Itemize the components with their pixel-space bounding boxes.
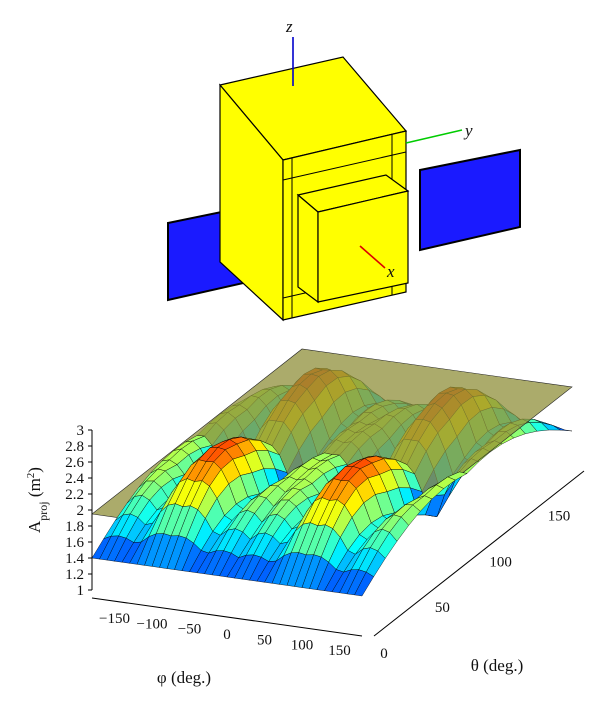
z-tick-label: 2.6 [65,455,84,471]
solar-panel-right [419,148,521,252]
phi-tick-label: −100 [137,616,168,632]
z-tick-label: 2 [77,503,85,519]
module-front-face [317,190,409,303]
phi-tick-label: 100 [291,638,314,654]
phi-tick-label: −50 [178,622,201,638]
z-tick-label: 3 [77,423,85,439]
theta-tick-label: 100 [489,554,512,570]
theta-tick-label: 0 [380,646,388,662]
z-tick-label: 1.8 [65,519,84,535]
x-axis-title: φ (deg.) [157,668,211,687]
theta-tick-label: 50 [435,600,450,616]
x-axis-line [359,245,386,269]
tick-labels: 32.82.62.42.221.81.61.41.21 −150 −100 −50 0 5… [65,423,570,662]
phi-tick-label: 0 [223,627,231,643]
phi-tick-label: 150 [328,643,351,659]
module-left-face [297,193,319,304]
surface-mesh [91,348,573,597]
z-tick-label: 2.2 [65,487,84,503]
z-tick-label: 1.2 [65,567,84,583]
z-tick-label: 2.4 [65,471,84,487]
satellite-model: z y x [167,17,521,322]
theta-tick-label: 150 [548,509,571,525]
theta-axis-line [373,470,585,637]
y-axis-label: y [463,121,473,140]
z-tick-label: 1.4 [65,551,84,567]
z-axis-label: z [285,17,293,36]
body-line [282,151,407,181]
phi-axis-line [91,597,363,637]
x-axis-label: x [386,262,395,281]
z-tick-label: 2.8 [65,439,84,455]
y-axis-title: θ (deg.) [471,656,524,675]
surface-patch [354,571,374,597]
z-tick-label: 1 [77,583,85,599]
plot-axes [88,429,585,637]
surface-plot: 32.82.62.42.221.81.61.41.21 −150 −100 −50 0 5… [25,348,585,687]
y-axis-line [405,129,463,144]
z-tick-label: 1.6 [65,535,84,551]
phi-tick-label: −150 [99,611,130,627]
phi-tick-label: 50 [257,632,272,648]
z-axis-title: Aproj (m2) [25,467,50,533]
